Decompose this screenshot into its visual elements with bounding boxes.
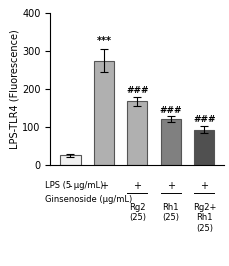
Text: -: - — [69, 181, 72, 191]
Text: Rg2+
Rh1
(25): Rg2+ Rh1 (25) — [193, 203, 216, 233]
Bar — [127, 101, 147, 165]
Bar — [161, 119, 181, 165]
Text: ###: ### — [160, 106, 182, 115]
Text: Rg2
(25): Rg2 (25) — [129, 203, 146, 222]
Text: Rh1
(25): Rh1 (25) — [162, 203, 179, 222]
Text: +: + — [200, 181, 208, 191]
Text: +: + — [134, 181, 141, 191]
Text: ###: ### — [193, 115, 215, 124]
Text: ###: ### — [126, 86, 149, 95]
Text: LPS (5 μg/mL): LPS (5 μg/mL) — [45, 181, 104, 190]
Bar — [94, 61, 114, 165]
Text: Ginsenoside (μg/mL): Ginsenoside (μg/mL) — [45, 194, 133, 203]
Text: ***: *** — [96, 36, 112, 46]
Bar — [60, 155, 81, 165]
Bar — [194, 130, 214, 165]
Text: +: + — [100, 181, 108, 191]
Text: +: + — [167, 181, 175, 191]
Y-axis label: LPS-TLR4 (Fluorescence): LPS-TLR4 (Fluorescence) — [9, 29, 19, 149]
